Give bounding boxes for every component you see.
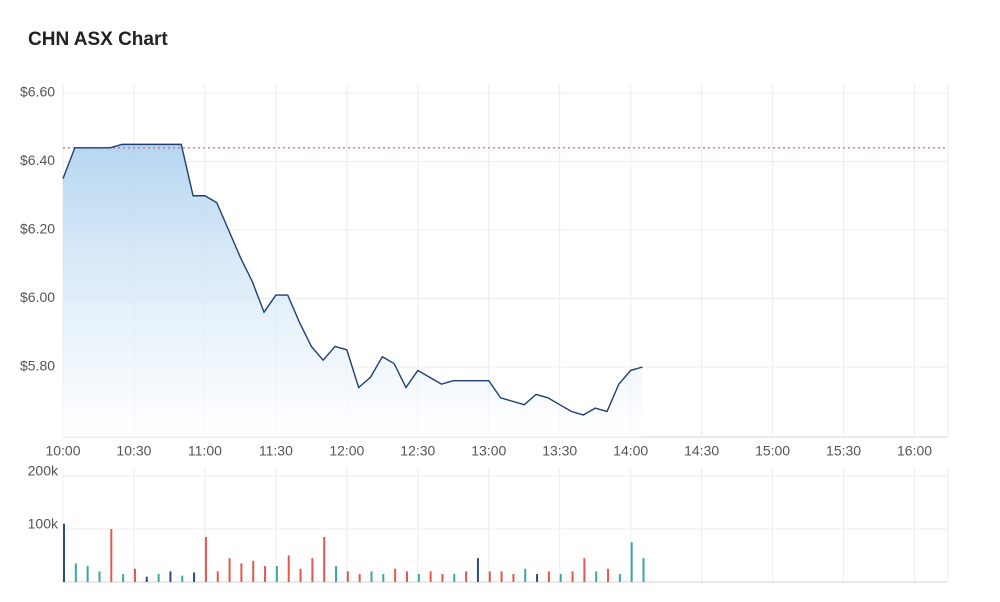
x-tick-label: 11:00 bbox=[188, 443, 222, 459]
x-tick-label: 16:00 bbox=[897, 443, 932, 459]
volume-bar bbox=[630, 542, 633, 582]
x-tick-label: 15:30 bbox=[826, 443, 861, 459]
y-tick-label: $6.40 bbox=[20, 152, 55, 168]
x-tick-label: 10:00 bbox=[45, 443, 80, 459]
volume-bar bbox=[275, 566, 278, 582]
volume-bar bbox=[264, 566, 267, 582]
volume-bar bbox=[465, 571, 468, 582]
volume-bar bbox=[252, 560, 255, 582]
y-tick-label: 100k bbox=[28, 516, 59, 532]
volume-bar bbox=[476, 558, 479, 582]
volume-bar bbox=[335, 566, 338, 582]
volume-bar bbox=[512, 574, 515, 582]
volume-bar bbox=[595, 571, 598, 582]
volume-bar bbox=[524, 568, 527, 582]
volume-bar bbox=[133, 568, 136, 582]
price-line bbox=[62, 143, 643, 416]
x-tick-label: 14:00 bbox=[613, 443, 648, 459]
x-tick-label: 11:30 bbox=[259, 443, 293, 459]
volume-bar bbox=[228, 558, 231, 582]
volume-bar bbox=[583, 558, 586, 582]
volume-bar bbox=[157, 574, 160, 582]
volume-bar bbox=[110, 529, 113, 582]
volume-bar bbox=[536, 574, 539, 582]
volume-bar bbox=[98, 571, 101, 582]
volume-bar bbox=[204, 536, 207, 582]
volume-bar bbox=[240, 563, 243, 582]
volume-bar bbox=[547, 571, 550, 582]
volume-bar bbox=[559, 574, 562, 582]
x-tick-label: 12:00 bbox=[329, 443, 364, 459]
volume-bar bbox=[453, 574, 456, 582]
price-area bbox=[63, 144, 643, 437]
volume-bar bbox=[193, 572, 196, 582]
volume-bar bbox=[63, 523, 65, 582]
volume-bar bbox=[488, 571, 491, 582]
volume-bar bbox=[571, 571, 574, 582]
volume-bar bbox=[370, 571, 373, 582]
x-tick-label: 10:30 bbox=[116, 443, 151, 459]
x-tick-label: 15:00 bbox=[755, 443, 790, 459]
volume-bar bbox=[382, 574, 385, 582]
volume-bar bbox=[216, 571, 219, 582]
volume-bar bbox=[642, 558, 645, 582]
x-tick-label: 14:30 bbox=[684, 443, 719, 459]
volume-bar bbox=[86, 566, 89, 582]
volume-bar bbox=[145, 576, 148, 582]
y-tick-label: $6.00 bbox=[20, 289, 55, 305]
volume-bar bbox=[287, 555, 290, 582]
volume-bar bbox=[299, 568, 302, 582]
y-tick-label: $5.80 bbox=[20, 358, 55, 374]
volume-bar bbox=[74, 563, 77, 582]
volume-bar bbox=[346, 571, 349, 582]
volume-bar bbox=[429, 571, 432, 582]
volume-bar bbox=[181, 575, 184, 582]
volume-bar bbox=[169, 571, 172, 582]
volume-bar bbox=[500, 571, 503, 582]
x-tick-label: 13:30 bbox=[542, 443, 577, 459]
y-tick-label: 200k bbox=[28, 463, 59, 479]
volume-bar bbox=[358, 574, 361, 582]
x-tick-label: 13:00 bbox=[471, 443, 506, 459]
x-tick-label: 12:30 bbox=[400, 443, 435, 459]
volume-bar bbox=[323, 536, 326, 582]
volume-bar bbox=[122, 574, 125, 582]
volume-bar bbox=[311, 558, 314, 582]
volume-bar bbox=[405, 571, 408, 582]
volume-bar bbox=[441, 574, 444, 582]
volume-bar bbox=[394, 568, 397, 582]
y-tick-label: $6.60 bbox=[20, 84, 55, 100]
y-tick-label: $6.20 bbox=[20, 221, 55, 237]
volume-bar bbox=[618, 574, 621, 582]
volume-bar bbox=[607, 568, 610, 582]
volume-bar bbox=[417, 574, 420, 582]
chart-title: CHN ASX Chart bbox=[28, 29, 168, 50]
